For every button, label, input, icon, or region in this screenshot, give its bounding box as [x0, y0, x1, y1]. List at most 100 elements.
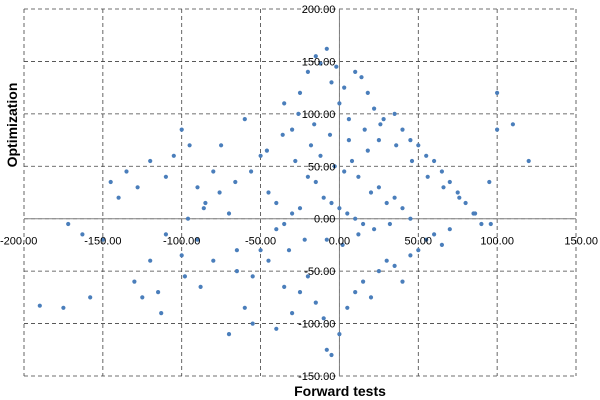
data-point: [226, 211, 232, 216]
data-point: [342, 169, 347, 174]
data-point: [329, 200, 334, 206]
data-point: [384, 258, 389, 263]
data-point: [266, 190, 271, 195]
data-point: [233, 179, 238, 185]
data-point: [337, 206, 342, 211]
x-tick-label: -150.00: [84, 236, 121, 248]
data-point: [365, 148, 370, 153]
data-point: [376, 269, 381, 274]
data-point: [334, 64, 339, 69]
data-point: [447, 227, 452, 232]
data-point: [473, 211, 478, 216]
data-point: [100, 237, 105, 242]
y-axis-label: Optimization: [4, 83, 20, 168]
data-point: [163, 232, 168, 237]
data-point: [346, 138, 351, 143]
data-point: [249, 169, 254, 174]
axes: [24, 9, 576, 376]
data-point: [274, 227, 279, 232]
data-point: [80, 232, 85, 237]
data-point: [362, 127, 367, 132]
data-point: [258, 248, 263, 253]
data-point: [455, 190, 460, 195]
data-point: [356, 174, 361, 179]
data-point: [332, 164, 337, 169]
data-point: [203, 200, 208, 206]
data-point: [368, 295, 374, 300]
data-point: [447, 179, 452, 185]
y-tick-label: 150.00: [302, 56, 336, 68]
data-point: [488, 221, 493, 227]
data-point: [198, 284, 203, 289]
data-point: [526, 158, 531, 164]
data-point: [432, 158, 437, 164]
data-point: [408, 253, 413, 258]
data-point: [66, 221, 71, 227]
data-point: [457, 195, 462, 200]
y-tick-labels: -150.00 -100.00 -50.00 0.00 50.00 100.00 150.0…: [298, 4, 335, 383]
data-point: [290, 311, 295, 316]
data-point: [234, 248, 239, 253]
data-point: [280, 132, 285, 137]
data-point: [378, 122, 383, 127]
data-point: [201, 206, 206, 211]
data-point: [441, 185, 446, 190]
data-point: [140, 295, 145, 300]
x-tick-label: -100.00: [163, 236, 200, 248]
data-point: [148, 258, 153, 263]
data-point: [211, 258, 216, 263]
y-tick-label: -50.00: [304, 266, 335, 278]
data-point: [324, 347, 329, 352]
data-point: [439, 242, 444, 247]
data-point: [318, 153, 323, 158]
x-tick-label: -200.00: [0, 236, 37, 248]
data-point: [290, 211, 295, 216]
data-point: [416, 143, 421, 148]
data-point: [342, 85, 347, 90]
data-point: [361, 279, 366, 284]
data-point: [353, 290, 358, 295]
data-point: [234, 269, 239, 274]
data-point: [392, 111, 397, 116]
data-point: [327, 132, 333, 137]
data-point: [345, 211, 350, 216]
data-point: [329, 352, 334, 358]
data-point: [487, 179, 492, 185]
x-axis-label: Forward tests: [294, 383, 386, 399]
y-tick-label: 100.00: [302, 109, 336, 121]
data-point: [356, 232, 361, 237]
data-point: [353, 216, 358, 221]
data-point: [337, 101, 342, 106]
data-point: [425, 174, 430, 179]
y-tick-label: 200.00: [302, 4, 336, 16]
x-tick-label: 50.00: [405, 236, 433, 248]
y-tick-label: -100.00: [298, 319, 335, 331]
data-point: [424, 237, 429, 242]
data-point: [182, 274, 187, 279]
data-point: [424, 153, 429, 158]
data-point: [264, 148, 269, 153]
data-point: [297, 290, 303, 295]
data-point: [282, 101, 287, 106]
data-point: [324, 46, 329, 51]
data-point: [408, 216, 413, 221]
data-point: [340, 242, 345, 247]
data-point: [368, 190, 374, 195]
data-point: [416, 248, 421, 253]
data-point: [108, 179, 113, 185]
data-point: [381, 117, 386, 122]
data-point: [349, 158, 355, 164]
data-point: [400, 279, 405, 284]
data-point: [359, 75, 364, 80]
data-point: [361, 221, 366, 227]
data-point: [313, 179, 318, 185]
data-point: [329, 80, 334, 85]
data-point: [286, 248, 292, 253]
data-point: [37, 303, 42, 308]
data-point: [179, 253, 184, 258]
data-point: [282, 221, 287, 227]
data-point: [313, 54, 318, 59]
data-point: [324, 237, 329, 242]
data-point: [387, 221, 392, 227]
x-tick-label: 100.00: [480, 236, 514, 248]
